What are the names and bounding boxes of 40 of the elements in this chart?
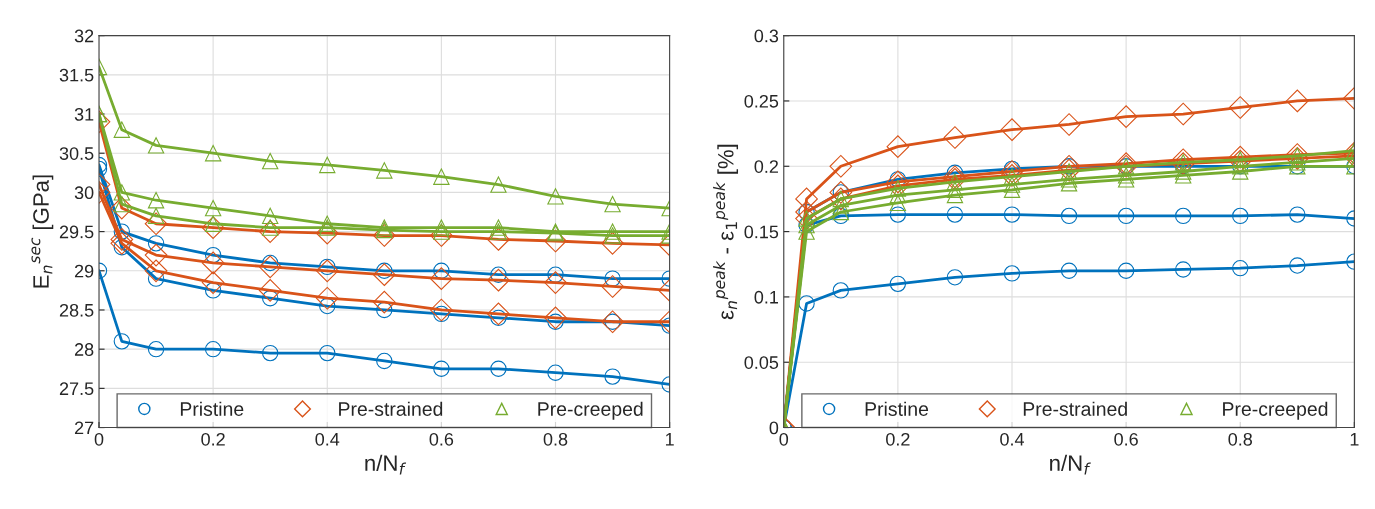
y-tick-label: 0 — [769, 421, 779, 435]
y-tick-label: 0.15 — [744, 225, 779, 239]
x-tick-label: 1 — [665, 433, 674, 446]
x-tick-label: 0.8 — [543, 432, 568, 446]
x-tick-label: 0 — [94, 432, 104, 446]
y-axis-title: E$_{n}$$^{sec}$ [GPa] — [31, 175, 54, 288]
y-tick-label: 0.05 — [744, 356, 779, 369]
y-tick-label: 0.1 — [754, 290, 779, 304]
y-tick-label: 31 — [74, 107, 94, 121]
y-tick-label: 0.25 — [744, 94, 779, 108]
legend-label: Pre-strained — [1023, 401, 1127, 416]
y-tick-label: 29.5 — [59, 225, 94, 239]
x-tick-label: 0 — [779, 432, 789, 446]
y-tick-label: 30.5 — [59, 147, 94, 160]
y-tick-label: 0.3 — [754, 29, 779, 43]
x-tick-label: 1 — [1350, 433, 1359, 446]
y-tick-label: 27 — [74, 421, 94, 435]
y-tick-label: 32 — [74, 29, 94, 43]
y-tick-label: 0.2 — [754, 160, 778, 173]
legend-label: Pre-creeped — [538, 401, 643, 420]
legend-label: Pre-strained — [339, 401, 443, 416]
x-tick-label: 0.6 — [1114, 432, 1138, 446]
y-tick-label: 31.5 — [59, 68, 94, 82]
x-axis-title: n/N$_{f}$ — [1050, 454, 1091, 475]
x-tick-label: 0.6 — [429, 432, 454, 446]
x-tick-label: 0.4 — [1000, 432, 1025, 446]
legend-label: Pristine — [180, 401, 244, 416]
y-axis-title: ε$_{n}$$^{peak}$ - ε$_{1}$$^{peak}$ [%] — [713, 144, 739, 320]
y-tick-label: 28 — [74, 343, 94, 356]
y-tick-label: 28.5 — [59, 303, 94, 317]
x-tick-label: 0.2 — [886, 432, 910, 446]
x-axis-title: n/N$_{f}$ — [365, 454, 407, 475]
y-tick-label: 29 — [74, 264, 94, 278]
y-tick-label: 30 — [74, 186, 94, 200]
x-tick-label: 0.4 — [315, 432, 340, 446]
y-tick-label: 27.5 — [59, 382, 94, 396]
legend-label: Pre-creeped — [1223, 401, 1328, 420]
x-tick-label: 0.8 — [1228, 432, 1253, 446]
legend-label: Pristine — [865, 401, 929, 416]
x-tick-label: 0.2 — [201, 432, 225, 446]
